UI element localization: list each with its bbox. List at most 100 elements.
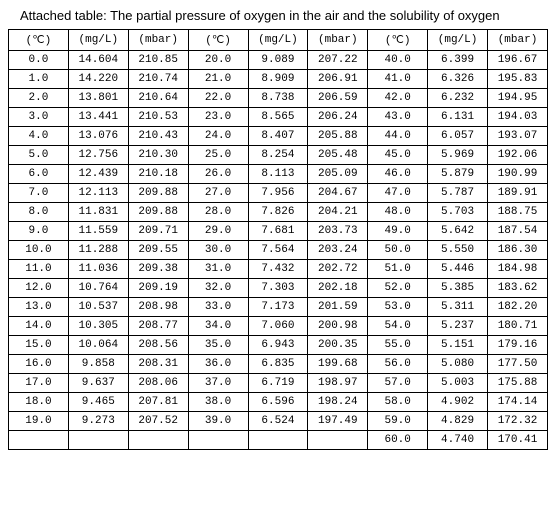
cell: 11.288	[68, 241, 128, 260]
cell: 26.0	[188, 165, 248, 184]
cell: 10.764	[68, 279, 128, 298]
cell: 194.95	[488, 89, 548, 108]
cell: 0.0	[9, 51, 69, 70]
cell: 5.385	[428, 279, 488, 298]
cell: 34.0	[188, 317, 248, 336]
cell: 9.465	[68, 393, 128, 412]
cell: 209.71	[128, 222, 188, 241]
cell: 22.0	[188, 89, 248, 108]
cell	[128, 431, 188, 450]
cell: 57.0	[368, 374, 428, 393]
cell: 172.32	[488, 412, 548, 431]
cell: 29.0	[188, 222, 248, 241]
cell: 4.829	[428, 412, 488, 431]
cell: 41.0	[368, 70, 428, 89]
cell: 12.113	[68, 184, 128, 203]
cell: 5.787	[428, 184, 488, 203]
table-row: 1.014.220210.7421.08.909206.9141.06.3261…	[9, 70, 548, 89]
cell: 6.719	[248, 374, 308, 393]
cell: 12.0	[9, 279, 69, 298]
cell: 8.113	[248, 165, 308, 184]
cell: 24.0	[188, 127, 248, 146]
cell: 5.311	[428, 298, 488, 317]
cell: 209.19	[128, 279, 188, 298]
cell: 198.97	[308, 374, 368, 393]
cell: 31.0	[188, 260, 248, 279]
cell: 179.16	[488, 336, 548, 355]
cell: 47.0	[368, 184, 428, 203]
cell: 7.303	[248, 279, 308, 298]
table-row: 3.013.441210.5323.08.565206.2443.06.1311…	[9, 108, 548, 127]
cell: 201.59	[308, 298, 368, 317]
cell: 13.076	[68, 127, 128, 146]
table-row: 17.09.637208.0637.06.719198.9757.05.0031…	[9, 374, 548, 393]
cell: 7.826	[248, 203, 308, 222]
table-body: 0.014.604210.8520.09.089207.2240.06.3991…	[9, 51, 548, 450]
table-row: 6.012.439210.1826.08.113205.0946.05.8791…	[9, 165, 548, 184]
table-row: 60.04.740170.41	[9, 431, 548, 450]
cell: 48.0	[368, 203, 428, 222]
cell: 11.559	[68, 222, 128, 241]
cell: 209.38	[128, 260, 188, 279]
table-row: 11.011.036209.3831.07.432202.7251.05.446…	[9, 260, 548, 279]
cell: 209.88	[128, 203, 188, 222]
cell: 7.173	[248, 298, 308, 317]
cell: 9.0	[9, 222, 69, 241]
cell: 13.0	[9, 298, 69, 317]
table-row: 8.011.831209.8828.07.826204.2148.05.7031…	[9, 203, 548, 222]
cell: 208.77	[128, 317, 188, 336]
cell: 210.74	[128, 70, 188, 89]
cell: 180.71	[488, 317, 548, 336]
cell: 8.909	[248, 70, 308, 89]
col-header-6: (℃)	[368, 30, 428, 51]
col-header-7: (mg/L)	[428, 30, 488, 51]
table-row: 9.011.559209.7129.07.681203.7349.05.6421…	[9, 222, 548, 241]
cell: 27.0	[188, 184, 248, 203]
cell: 210.85	[128, 51, 188, 70]
cell: 6.596	[248, 393, 308, 412]
cell: 51.0	[368, 260, 428, 279]
table-row: 5.012.756210.3025.08.254205.4845.05.9691…	[9, 146, 548, 165]
cell: 55.0	[368, 336, 428, 355]
cell: 30.0	[188, 241, 248, 260]
table-row: 19.09.273207.5239.06.524197.4959.04.8291…	[9, 412, 548, 431]
table-row: 15.010.064208.5635.06.943200.3555.05.151…	[9, 336, 548, 355]
cell: 200.98	[308, 317, 368, 336]
cell: 205.48	[308, 146, 368, 165]
cell: 20.0	[188, 51, 248, 70]
cell: 5.969	[428, 146, 488, 165]
cell: 5.642	[428, 222, 488, 241]
cell: 202.18	[308, 279, 368, 298]
cell: 6.326	[428, 70, 488, 89]
cell: 210.53	[128, 108, 188, 127]
cell: 170.41	[488, 431, 548, 450]
cell: 210.43	[128, 127, 188, 146]
col-header-5: (mbar)	[308, 30, 368, 51]
cell: 35.0	[188, 336, 248, 355]
header-row: (℃)(mg/L)(mbar)(℃)(mg/L)(mbar)(℃)(mg/L)(…	[9, 30, 548, 51]
cell	[9, 431, 69, 450]
cell: 44.0	[368, 127, 428, 146]
cell: 200.35	[308, 336, 368, 355]
cell: 207.81	[128, 393, 188, 412]
cell: 210.18	[128, 165, 188, 184]
cell: 209.55	[128, 241, 188, 260]
cell: 6.399	[428, 51, 488, 70]
cell: 33.0	[188, 298, 248, 317]
table-row: 0.014.604210.8520.09.089207.2240.06.3991…	[9, 51, 548, 70]
cell: 5.879	[428, 165, 488, 184]
cell: 45.0	[368, 146, 428, 165]
cell: 206.59	[308, 89, 368, 108]
cell: 6.835	[248, 355, 308, 374]
cell: 177.50	[488, 355, 548, 374]
table-row: 18.09.465207.8138.06.596198.2458.04.9021…	[9, 393, 548, 412]
cell: 43.0	[368, 108, 428, 127]
cell: 13.801	[68, 89, 128, 108]
cell: 17.0	[9, 374, 69, 393]
cell: 175.88	[488, 374, 548, 393]
cell: 39.0	[188, 412, 248, 431]
cell: 189.91	[488, 184, 548, 203]
cell: 8.565	[248, 108, 308, 127]
cell: 60.0	[368, 431, 428, 450]
table-row: 16.09.858208.3136.06.835199.6856.05.0801…	[9, 355, 548, 374]
